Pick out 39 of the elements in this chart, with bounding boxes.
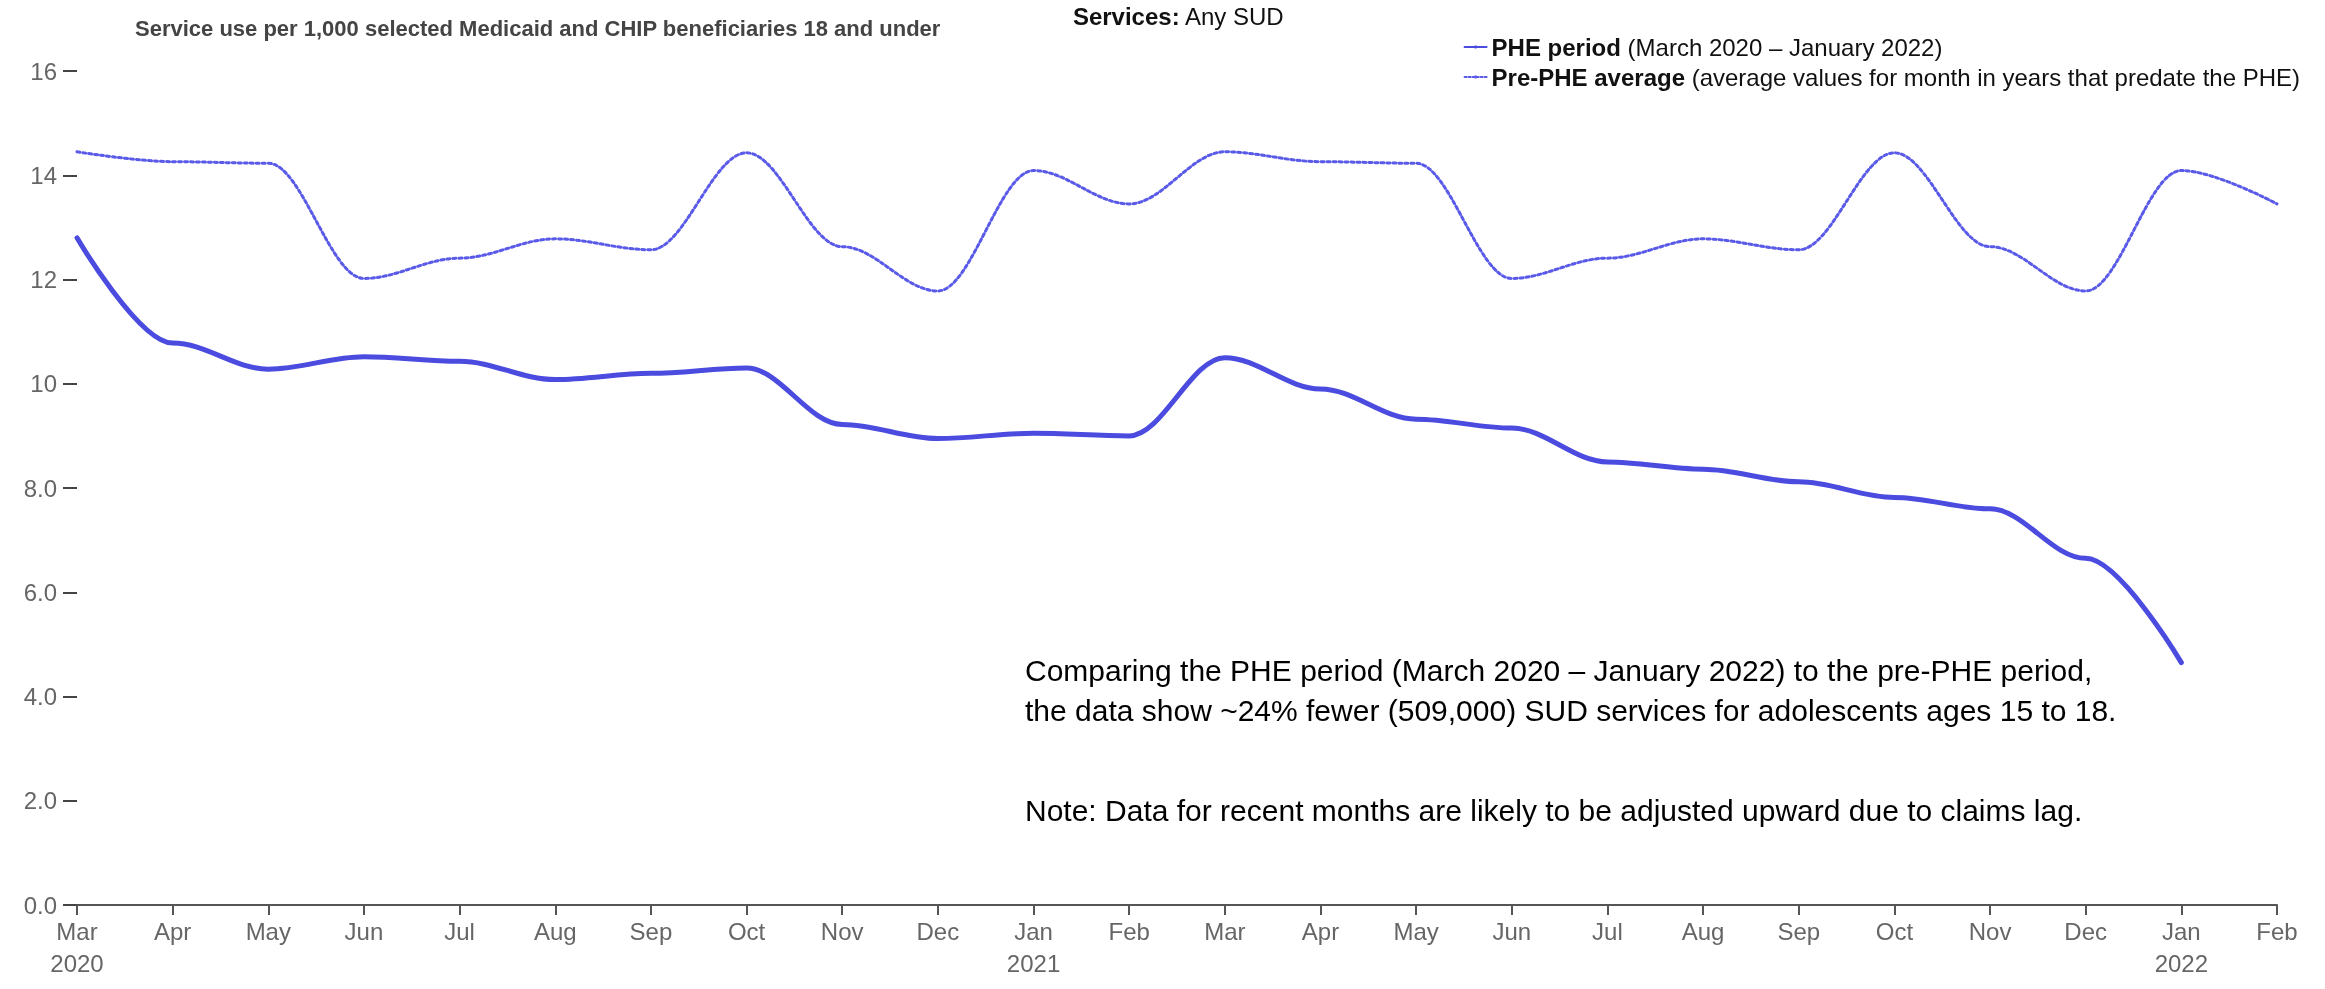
y-tick-label: 6.0 bbox=[23, 578, 57, 606]
x-tick-label: Sep bbox=[629, 917, 673, 945]
legend-label: PHE period (March 2020 – January 2022) bbox=[1491, 33, 1943, 61]
x-tick-label: Feb bbox=[1108, 917, 1150, 945]
y-tick-label: 16 bbox=[30, 57, 57, 85]
x-tick-label: Aug bbox=[1681, 917, 1725, 945]
x-tick-label: Nov bbox=[820, 917, 864, 945]
chart-title: Service use per 1,000 selected Medicaid and CHIP beneficiaries 18 and under bbox=[135, 15, 941, 41]
x-tick-label: Dec bbox=[2064, 917, 2108, 945]
y-tick-label: 0.0 bbox=[23, 891, 57, 919]
x-tick-label: Mar bbox=[1204, 917, 1246, 945]
x-tick-label: Apr bbox=[153, 917, 192, 945]
x-tick-label: Dec bbox=[916, 917, 960, 945]
x-tick-label: Jul bbox=[1592, 917, 1623, 945]
annotation: Comparing the PHE period (March 2020 – January 2022) to the pre-PHE period, the data show ~24% fewer (509,000) SUD services for adolescents ages 15 to 18. bbox=[1025, 653, 2117, 727]
x-tick-label: Aug bbox=[533, 917, 577, 945]
legend-label: Pre-PHE average (average values for month in years that predate the PHE) bbox=[1491, 63, 2301, 91]
x-tick-label: Jun bbox=[344, 917, 384, 945]
x-tick-label: Nov bbox=[1968, 917, 2012, 945]
legend-title: Services: Any SUD bbox=[1072, 2, 1284, 30]
x-tick-label: Apr bbox=[1301, 917, 1340, 945]
x-tick-label: Jan 2021 bbox=[1006, 917, 1061, 977]
x-tick-label: Oct bbox=[727, 917, 766, 945]
y-tick-label: 14 bbox=[30, 161, 57, 189]
x-tick-label: Oct bbox=[1875, 917, 1914, 945]
x-tick-label: Jul bbox=[444, 917, 475, 945]
x-tick-label: Sep bbox=[1777, 917, 1821, 945]
x-tick-label: Jan 2022 bbox=[2154, 917, 2209, 977]
y-tick-label: 10 bbox=[30, 370, 57, 398]
x-tick-label: Jun bbox=[1492, 917, 1532, 945]
x-tick-label: May bbox=[245, 917, 291, 945]
x-tick-label: Mar 2020 bbox=[50, 917, 104, 977]
y-tick-label: 12 bbox=[30, 266, 57, 293]
x-tick-label: Feb bbox=[2256, 917, 2298, 945]
y-tick-label: 8.0 bbox=[23, 474, 57, 502]
y-tick-label: 4.0 bbox=[23, 683, 57, 710]
y-tick-label: 2.0 bbox=[23, 787, 57, 815]
x-tick-label: May bbox=[1393, 917, 1439, 945]
annotation: Note: Data for recent months are likely to be adjusted upward due to claims lag. bbox=[1025, 793, 2083, 827]
